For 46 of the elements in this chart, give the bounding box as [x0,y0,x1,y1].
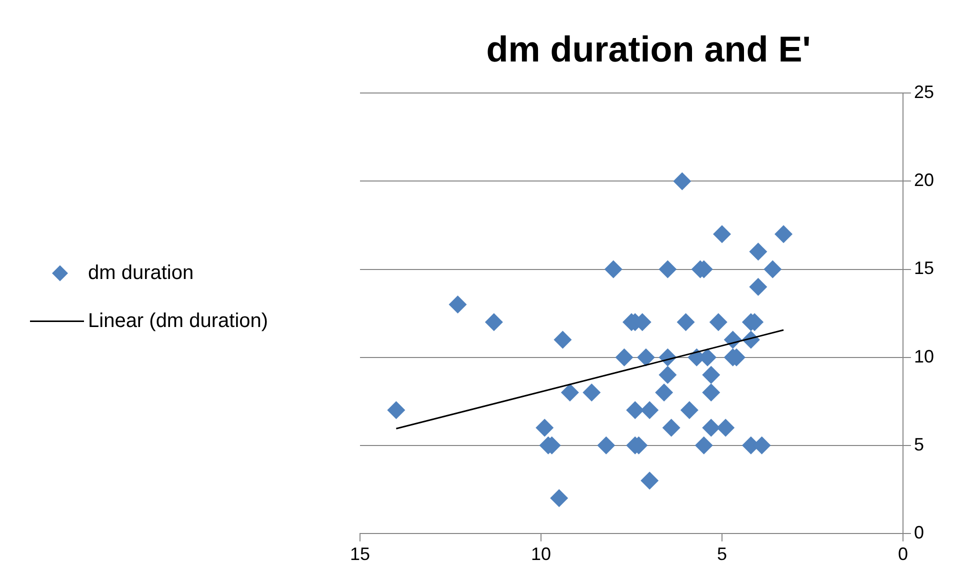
y-tick-label: 25 [914,82,934,102]
point [749,278,768,296]
point [550,489,568,508]
point [716,418,735,437]
point [640,401,659,420]
y-tick-label: 0 [914,522,924,542]
point [655,384,674,402]
point [484,313,503,332]
point [658,366,677,384]
point [582,384,601,402]
x-tick-label: 15 [350,544,370,564]
x-tick-label: 10 [530,544,552,564]
point [712,225,731,244]
point [702,384,720,402]
point [680,401,698,420]
legend-label: Linear (dm duration) [88,310,268,332]
point [604,260,622,278]
point [764,260,782,278]
point [662,418,680,437]
point [560,384,579,402]
point [554,330,572,349]
point [448,295,467,314]
y-tick-label: 20 [914,170,934,190]
point [702,366,720,384]
legend-label: dm duration [88,262,194,284]
point [673,172,692,190]
x-tick-label: 5 [716,544,727,564]
point [626,401,644,420]
point [597,436,616,454]
y-tick-label: 15 [914,258,934,278]
y-tick-label: 10 [914,346,934,366]
point [676,313,695,332]
point [694,436,713,454]
point [774,225,793,244]
x-tick-label: 0 [898,544,908,564]
point [658,260,677,278]
point [636,348,655,366]
point [702,418,720,437]
point [640,472,659,490]
point [536,418,554,437]
point [387,401,406,420]
point [615,348,634,366]
y-tick-label: 5 [914,434,924,454]
point [709,313,728,332]
chart-title: dm duration and E' [486,28,811,70]
point [749,242,768,261]
